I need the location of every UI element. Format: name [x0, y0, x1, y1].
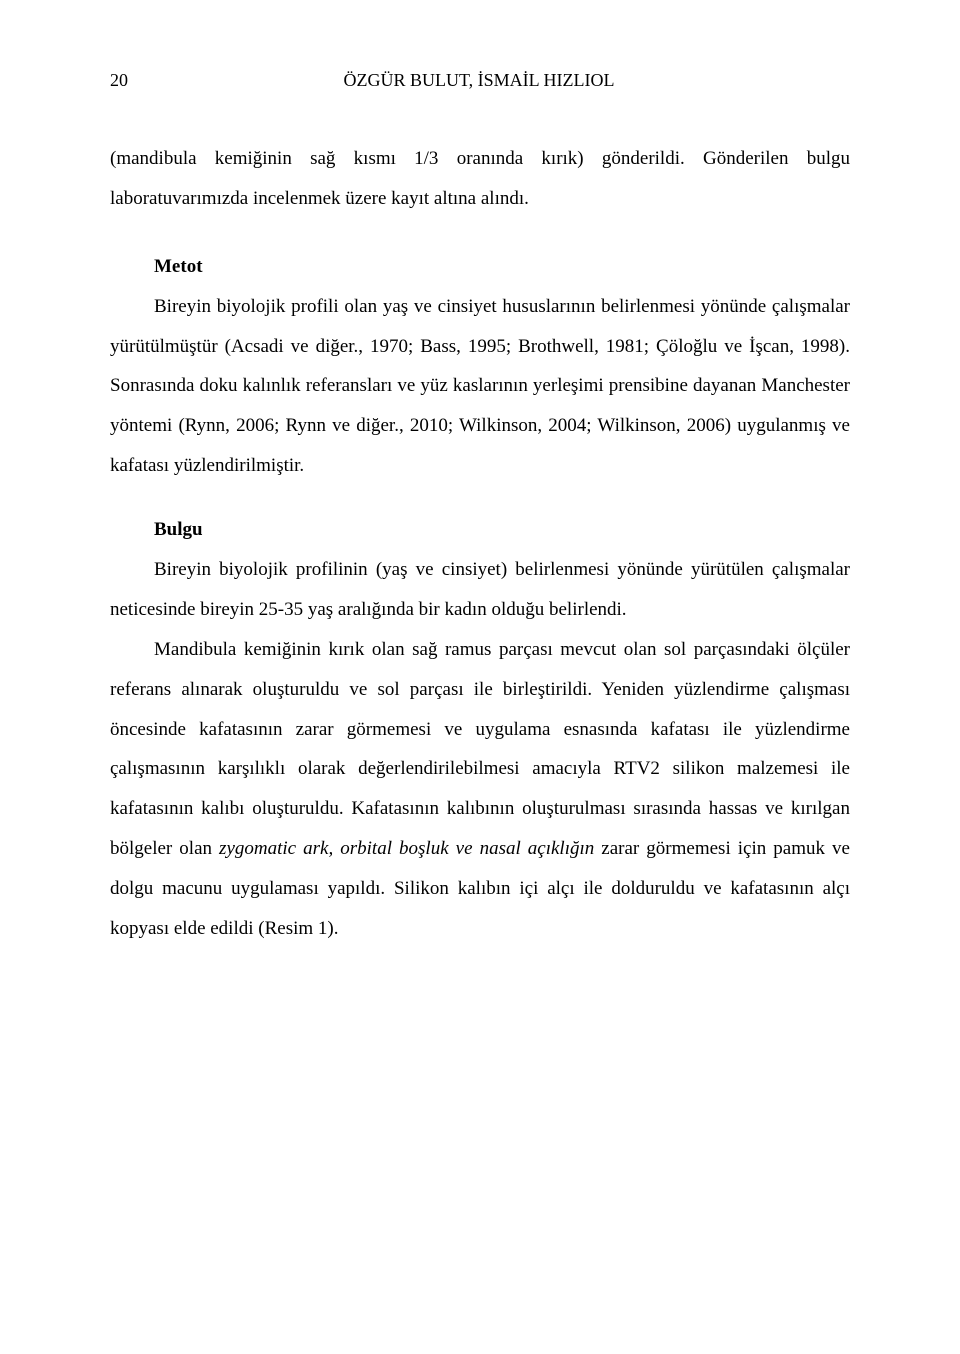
page-header: 20 ÖZGÜR BULUT, İSMAİL HIZLIOL [110, 70, 850, 91]
bulgu-p2-part-a: Mandibula kemiğinin kırık olan sağ ramus… [110, 639, 850, 859]
intro-paragraph: (mandibula kemiğinin sağ kısmı 1/3 oranı… [110, 139, 850, 219]
bulgu-p2-italic: zygomatic ark, orbital boşluk ve nasal a… [219, 838, 594, 859]
bulgu-heading: Bulgu [110, 510, 850, 550]
bulgu-paragraph-1: Bireyin biyolojik profilinin (yaş ve cin… [110, 550, 850, 630]
page-number: 20 [110, 70, 128, 91]
page-authors: ÖZGÜR BULUT, İSMAİL HIZLIOL [128, 70, 830, 91]
metot-section: Metot Bireyin biyolojik profili olan yaş… [110, 247, 850, 486]
metot-paragraph: Bireyin biyolojik profili olan yaş ve ci… [110, 287, 850, 486]
bulgu-section: Bulgu Bireyin biyolojik profilinin (yaş … [110, 510, 850, 949]
metot-heading: Metot [110, 247, 850, 287]
bulgu-paragraph-2: Mandibula kemiğinin kırık olan sağ ramus… [110, 630, 850, 949]
